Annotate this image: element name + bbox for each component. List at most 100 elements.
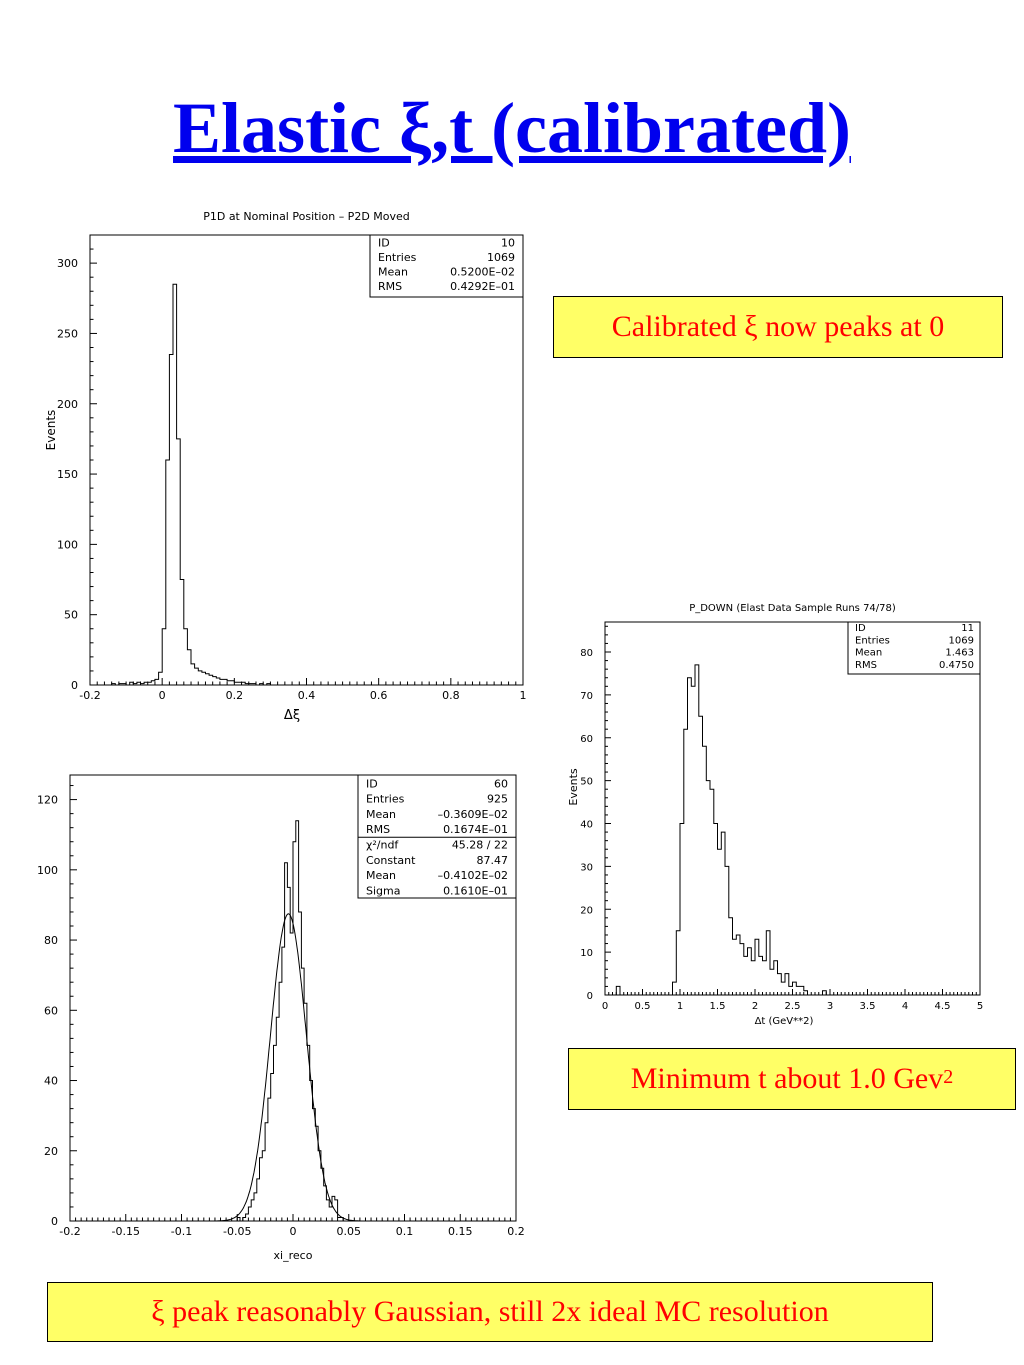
stats-value: 1069 xyxy=(487,251,515,264)
x-tick-label: 0.2 xyxy=(507,1225,525,1238)
stats-value: 0.1610E–01 xyxy=(443,884,508,897)
note-minimum-t-sup: 2 xyxy=(943,1065,954,1088)
stats-value: 925 xyxy=(487,793,508,806)
y-tick-label: 0 xyxy=(51,1215,58,1228)
y-tick-label: 20 xyxy=(580,905,593,916)
x-tick-label: 0.8 xyxy=(442,689,460,702)
x-tick-label: 4.5 xyxy=(935,1001,951,1012)
y-tick-label: 0 xyxy=(587,991,593,1002)
y-tick-label: 100 xyxy=(57,538,78,551)
x-axis-label: Δt (GeV**2) xyxy=(755,1016,814,1027)
stats-value: –0.4102E–02 xyxy=(438,869,508,882)
stats-label: RMS xyxy=(855,660,877,671)
y-axis-label: Events xyxy=(44,410,58,451)
x-tick-label: 3 xyxy=(827,1001,833,1012)
stats-value: 0.4750 xyxy=(939,660,974,671)
stats-label: Sigma xyxy=(366,884,400,897)
y-tick-label: 10 xyxy=(580,948,593,959)
y-tick-label: 80 xyxy=(44,934,58,947)
y-tick-label: 60 xyxy=(580,734,593,745)
y-tick-label: 50 xyxy=(580,777,593,788)
x-tick-label: 2.5 xyxy=(785,1001,801,1012)
x-tick-label: 0.05 xyxy=(337,1225,362,1238)
x-tick-label: 0.6 xyxy=(370,689,388,702)
x-tick-label: 3.5 xyxy=(860,1001,876,1012)
y-axis-label: Events xyxy=(567,768,580,806)
note-minimum-t-text: Minimum t about 1.0 Gev xyxy=(630,1062,944,1095)
stats-label: Constant xyxy=(366,854,416,867)
x-tick-label: 0 xyxy=(290,1225,297,1238)
note-gaussian: ξ peak reasonably Gaussian, still 2x ide… xyxy=(47,1282,933,1342)
plot-frame xyxy=(89,234,524,686)
x-tick-label: 0.5 xyxy=(635,1001,651,1012)
plot-xi-reco: -0.2 -0.15 -0.1 -0.05 0 0.05 0.1 0.15 0.2 0 20 40 60… xyxy=(37,774,525,1262)
stats-value: 0.5200E–02 xyxy=(450,266,515,279)
x-tick-label: -0.05 xyxy=(223,1225,251,1238)
y-tick-label: 40 xyxy=(44,1075,58,1088)
y-tick-label: 120 xyxy=(37,794,58,807)
x-axis-label: xi_reco xyxy=(274,1249,313,1262)
x-tick-label: 0 xyxy=(602,1001,608,1012)
stats-label: Entries xyxy=(366,793,405,806)
x-tick-label: -0.2 xyxy=(79,689,100,702)
stats-label: Mean xyxy=(855,648,882,659)
y-tick-label: 250 xyxy=(57,327,78,340)
slide-title: Elastic ξ,t (calibrated) xyxy=(173,88,851,168)
histogram-series xyxy=(70,820,516,1222)
stats-value: 1069 xyxy=(949,635,974,646)
y-tick-label: 150 xyxy=(57,468,78,481)
plot-title: P_DOWN (Elast Data Sample Runs 74/78) xyxy=(689,603,896,614)
plot-delta-xi: -0.2 0 0.2 0.4 0.6 0.8 1050100150200250300P1D … xyxy=(44,210,527,723)
x-tick-label: 2 xyxy=(752,1001,758,1012)
stats-box xyxy=(357,774,517,899)
y-tick-label: 40 xyxy=(580,820,593,831)
stats-label: ID xyxy=(366,777,378,790)
stats-box xyxy=(847,621,981,675)
note-calibrated-xi: Calibrated ξ now peaks at 0 xyxy=(553,296,1003,358)
note-minimum-t: Minimum t about 1.0 Gev 2 xyxy=(568,1048,1016,1110)
stats-label: Mean xyxy=(366,808,396,821)
stats-value: 87.47 xyxy=(477,854,509,867)
stats-label: Mean xyxy=(366,869,396,882)
y-tick-label: 20 xyxy=(44,1145,58,1158)
histogram-series xyxy=(605,664,980,996)
y-tick-label: 200 xyxy=(57,398,78,411)
x-tick-label: 0.1 xyxy=(396,1225,414,1238)
y-tick-label: 30 xyxy=(580,862,593,873)
x-tick-label: 5 xyxy=(977,1001,983,1012)
stats-value: 45.28 / 22 xyxy=(452,839,508,852)
y-tick-label: 80 xyxy=(580,648,593,659)
stats-label: Entries xyxy=(855,635,890,646)
x-tick-label: 0 xyxy=(159,689,166,702)
x-axis-label: Δξ xyxy=(284,708,300,723)
x-tick-label: -0.2 xyxy=(59,1225,80,1238)
y-tick-label: 0 xyxy=(71,679,78,692)
stats-label: Entries xyxy=(378,251,417,264)
gaussian-fit-curve xyxy=(216,913,361,1222)
stats-label: ID xyxy=(378,237,390,250)
plot-title: P1D at Nominal Position – P2D Moved xyxy=(203,210,410,223)
note-calibrated-xi-text: Calibrated ξ now peaks at 0 xyxy=(611,310,945,343)
stats-value: 10 xyxy=(501,237,515,250)
note-gaussian-text: ξ peak reasonably Gaussian, still 2x ide… xyxy=(151,1295,829,1328)
stats-value: 60 xyxy=(494,777,508,790)
x-tick-label: 1 xyxy=(520,689,527,702)
stats-label: χ²/ndf xyxy=(366,839,399,852)
y-tick-label: 100 xyxy=(37,864,58,877)
stats-value: 0.4292E–01 xyxy=(450,280,515,293)
x-tick-label: 0.2 xyxy=(226,689,244,702)
x-tick-label: -0.1 xyxy=(171,1225,192,1238)
stats-value: –0.3609E–02 xyxy=(438,808,508,821)
plot-delta-t: 0 0.5 1 1.5 2 2.5 3 3.5 4 4.5 501020304050607080P_… xyxy=(567,603,983,1027)
stats-value: 11 xyxy=(961,623,974,634)
stats-box xyxy=(369,234,524,298)
y-tick-label: 70 xyxy=(580,691,593,702)
histogram-series xyxy=(90,283,523,686)
x-tick-label: 4 xyxy=(902,1001,908,1012)
stats-value: 0.1674E–01 xyxy=(443,823,508,836)
x-tick-label: 1.5 xyxy=(710,1001,726,1012)
x-tick-label: -0.15 xyxy=(112,1225,140,1238)
stats-label: ID xyxy=(855,623,866,634)
x-tick-label: 0.15 xyxy=(448,1225,473,1238)
